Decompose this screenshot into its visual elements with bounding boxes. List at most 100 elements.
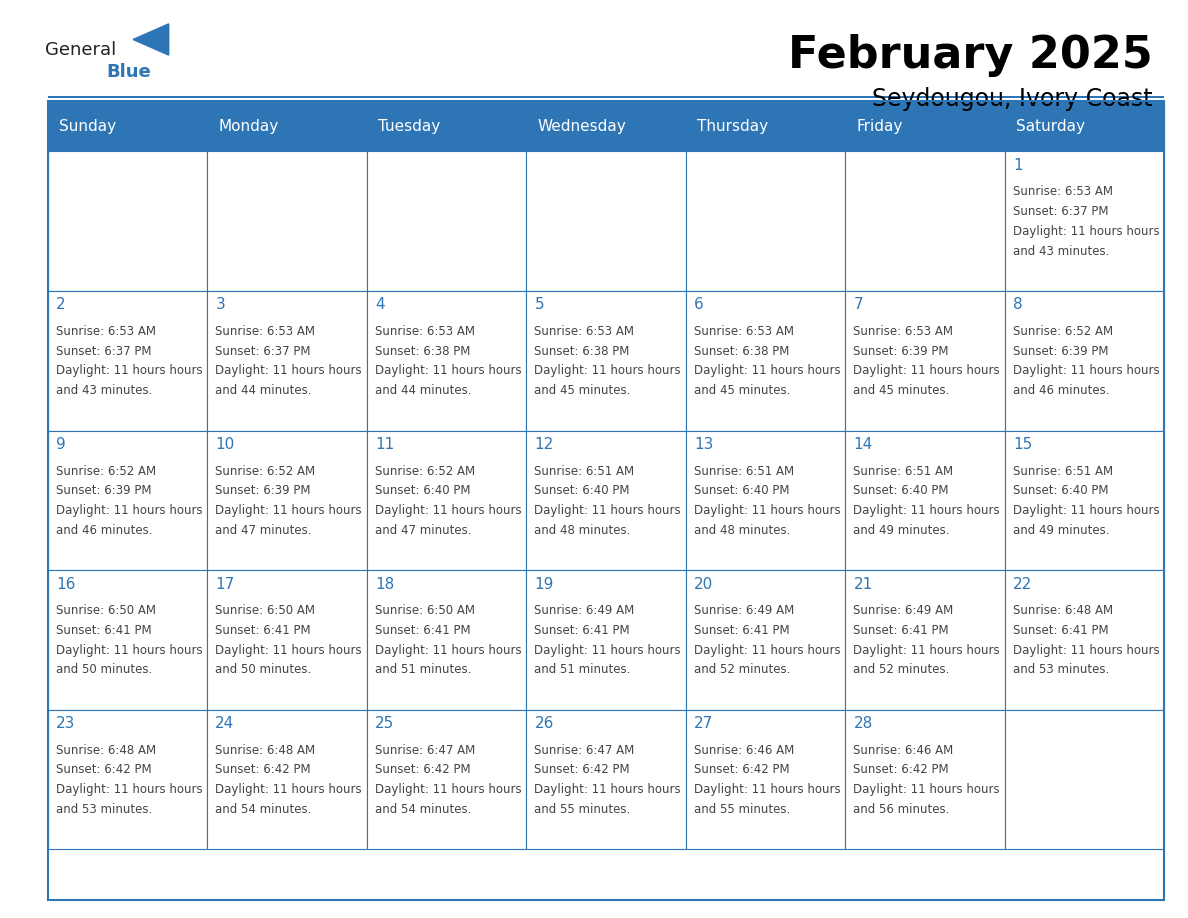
Bar — [526, 570, 685, 710]
Text: Sunrise: 6:47 AM: Sunrise: 6:47 AM — [535, 744, 634, 756]
Bar — [685, 570, 845, 710]
Text: Sunrise: 6:50 AM: Sunrise: 6:50 AM — [56, 604, 156, 617]
Text: Sunset: 6:42 PM: Sunset: 6:42 PM — [853, 763, 949, 777]
Text: Daylight: 11 hours hours: Daylight: 11 hours hours — [694, 364, 841, 377]
Text: 10: 10 — [215, 437, 234, 452]
Text: Sunrise: 6:53 AM: Sunrise: 6:53 AM — [56, 325, 156, 338]
Text: Sunrise: 6:52 AM: Sunrise: 6:52 AM — [56, 465, 156, 477]
Text: and 54 minutes.: and 54 minutes. — [375, 802, 472, 816]
Bar — [845, 291, 1005, 431]
Text: 7: 7 — [853, 297, 864, 312]
Text: 16: 16 — [56, 577, 75, 591]
Text: and 46 minutes.: and 46 minutes. — [1013, 384, 1110, 397]
Text: Daylight: 11 hours hours: Daylight: 11 hours hours — [215, 504, 362, 517]
Text: Sunrise: 6:50 AM: Sunrise: 6:50 AM — [375, 604, 475, 617]
Text: Sunrise: 6:53 AM: Sunrise: 6:53 AM — [535, 325, 634, 338]
Text: Sunset: 6:42 PM: Sunset: 6:42 PM — [375, 763, 470, 777]
Text: Sunrise: 6:49 AM: Sunrise: 6:49 AM — [694, 604, 795, 617]
Text: Monday: Monday — [219, 118, 278, 134]
Text: and 48 minutes.: and 48 minutes. — [535, 523, 631, 537]
Text: 26: 26 — [535, 716, 554, 731]
Text: and 45 minutes.: and 45 minutes. — [535, 384, 631, 397]
Text: Sunset: 6:42 PM: Sunset: 6:42 PM — [56, 763, 151, 777]
Text: Sunset: 6:39 PM: Sunset: 6:39 PM — [853, 344, 949, 358]
Text: Daylight: 11 hours hours: Daylight: 11 hours hours — [215, 364, 362, 377]
Text: 27: 27 — [694, 716, 713, 731]
Text: Sunset: 6:40 PM: Sunset: 6:40 PM — [375, 484, 470, 498]
Text: 19: 19 — [535, 577, 554, 591]
Bar — [685, 710, 845, 849]
Text: Sunrise: 6:49 AM: Sunrise: 6:49 AM — [853, 604, 954, 617]
Text: 3: 3 — [215, 297, 225, 312]
Text: and 50 minutes.: and 50 minutes. — [215, 663, 311, 677]
Bar — [207, 431, 367, 570]
Text: and 45 minutes.: and 45 minutes. — [853, 384, 950, 397]
Text: and 53 minutes.: and 53 minutes. — [1013, 663, 1110, 677]
Text: Sunrise: 6:53 AM: Sunrise: 6:53 AM — [694, 325, 794, 338]
Text: General: General — [45, 41, 116, 60]
Bar — [207, 710, 367, 849]
Text: Sunset: 6:38 PM: Sunset: 6:38 PM — [694, 344, 789, 358]
Text: Blue: Blue — [106, 62, 151, 81]
Text: Daylight: 11 hours hours: Daylight: 11 hours hours — [56, 504, 202, 517]
Text: Sunrise: 6:53 AM: Sunrise: 6:53 AM — [375, 325, 475, 338]
Bar — [1005, 291, 1164, 431]
Text: 5: 5 — [535, 297, 544, 312]
Text: Daylight: 11 hours hours: Daylight: 11 hours hours — [1013, 504, 1159, 517]
Text: Sunrise: 6:51 AM: Sunrise: 6:51 AM — [535, 465, 634, 477]
Bar — [367, 291, 526, 431]
Text: and 51 minutes.: and 51 minutes. — [375, 663, 472, 677]
Text: Sunrise: 6:53 AM: Sunrise: 6:53 AM — [853, 325, 954, 338]
Text: Friday: Friday — [857, 118, 903, 134]
Text: Sunrise: 6:52 AM: Sunrise: 6:52 AM — [215, 465, 316, 477]
Text: 15: 15 — [1013, 437, 1032, 452]
Bar — [526, 431, 685, 570]
Text: Sunset: 6:38 PM: Sunset: 6:38 PM — [535, 344, 630, 358]
Text: 2: 2 — [56, 297, 65, 312]
Text: Sunrise: 6:51 AM: Sunrise: 6:51 AM — [853, 465, 954, 477]
Text: Sunset: 6:42 PM: Sunset: 6:42 PM — [535, 763, 630, 777]
Text: 23: 23 — [56, 716, 75, 731]
Text: and 44 minutes.: and 44 minutes. — [375, 384, 472, 397]
Bar — [48, 291, 207, 431]
Text: Daylight: 11 hours hours: Daylight: 11 hours hours — [694, 783, 841, 796]
Text: and 53 minutes.: and 53 minutes. — [56, 802, 152, 816]
Text: 11: 11 — [375, 437, 394, 452]
Bar — [48, 101, 1164, 900]
Text: and 52 minutes.: and 52 minutes. — [694, 663, 790, 677]
Bar — [845, 101, 1005, 151]
Text: Sunrise: 6:50 AM: Sunrise: 6:50 AM — [215, 604, 315, 617]
Text: and 50 minutes.: and 50 minutes. — [56, 663, 152, 677]
Text: 8: 8 — [1013, 297, 1023, 312]
Text: Daylight: 11 hours hours: Daylight: 11 hours hours — [375, 364, 522, 377]
Bar — [48, 431, 207, 570]
Text: Daylight: 11 hours hours: Daylight: 11 hours hours — [535, 783, 681, 796]
Text: Sunset: 6:41 PM: Sunset: 6:41 PM — [56, 624, 151, 637]
Text: Sunset: 6:41 PM: Sunset: 6:41 PM — [535, 624, 630, 637]
Text: Sunrise: 6:46 AM: Sunrise: 6:46 AM — [694, 744, 795, 756]
Text: Sunset: 6:40 PM: Sunset: 6:40 PM — [1013, 484, 1108, 498]
Text: 22: 22 — [1013, 577, 1032, 591]
Text: Thursday: Thursday — [697, 118, 767, 134]
Text: Sunset: 6:41 PM: Sunset: 6:41 PM — [853, 624, 949, 637]
Text: Sunset: 6:41 PM: Sunset: 6:41 PM — [1013, 624, 1108, 637]
Text: Daylight: 11 hours hours: Daylight: 11 hours hours — [853, 783, 1000, 796]
Text: Sunset: 6:40 PM: Sunset: 6:40 PM — [694, 484, 790, 498]
Bar — [845, 431, 1005, 570]
Text: Sunrise: 6:47 AM: Sunrise: 6:47 AM — [375, 744, 475, 756]
Text: Sunset: 6:40 PM: Sunset: 6:40 PM — [853, 484, 949, 498]
Text: Sunrise: 6:51 AM: Sunrise: 6:51 AM — [1013, 465, 1113, 477]
Bar — [207, 570, 367, 710]
Text: 18: 18 — [375, 577, 394, 591]
Text: 12: 12 — [535, 437, 554, 452]
Text: and 49 minutes.: and 49 minutes. — [853, 523, 950, 537]
Text: 24: 24 — [215, 716, 234, 731]
Text: 14: 14 — [853, 437, 873, 452]
Text: Sunrise: 6:51 AM: Sunrise: 6:51 AM — [694, 465, 794, 477]
Bar — [845, 151, 1005, 291]
Text: Daylight: 11 hours hours: Daylight: 11 hours hours — [853, 364, 1000, 377]
Text: Sunrise: 6:52 AM: Sunrise: 6:52 AM — [1013, 325, 1113, 338]
Text: 4: 4 — [375, 297, 385, 312]
Bar — [685, 151, 845, 291]
Bar — [48, 710, 207, 849]
